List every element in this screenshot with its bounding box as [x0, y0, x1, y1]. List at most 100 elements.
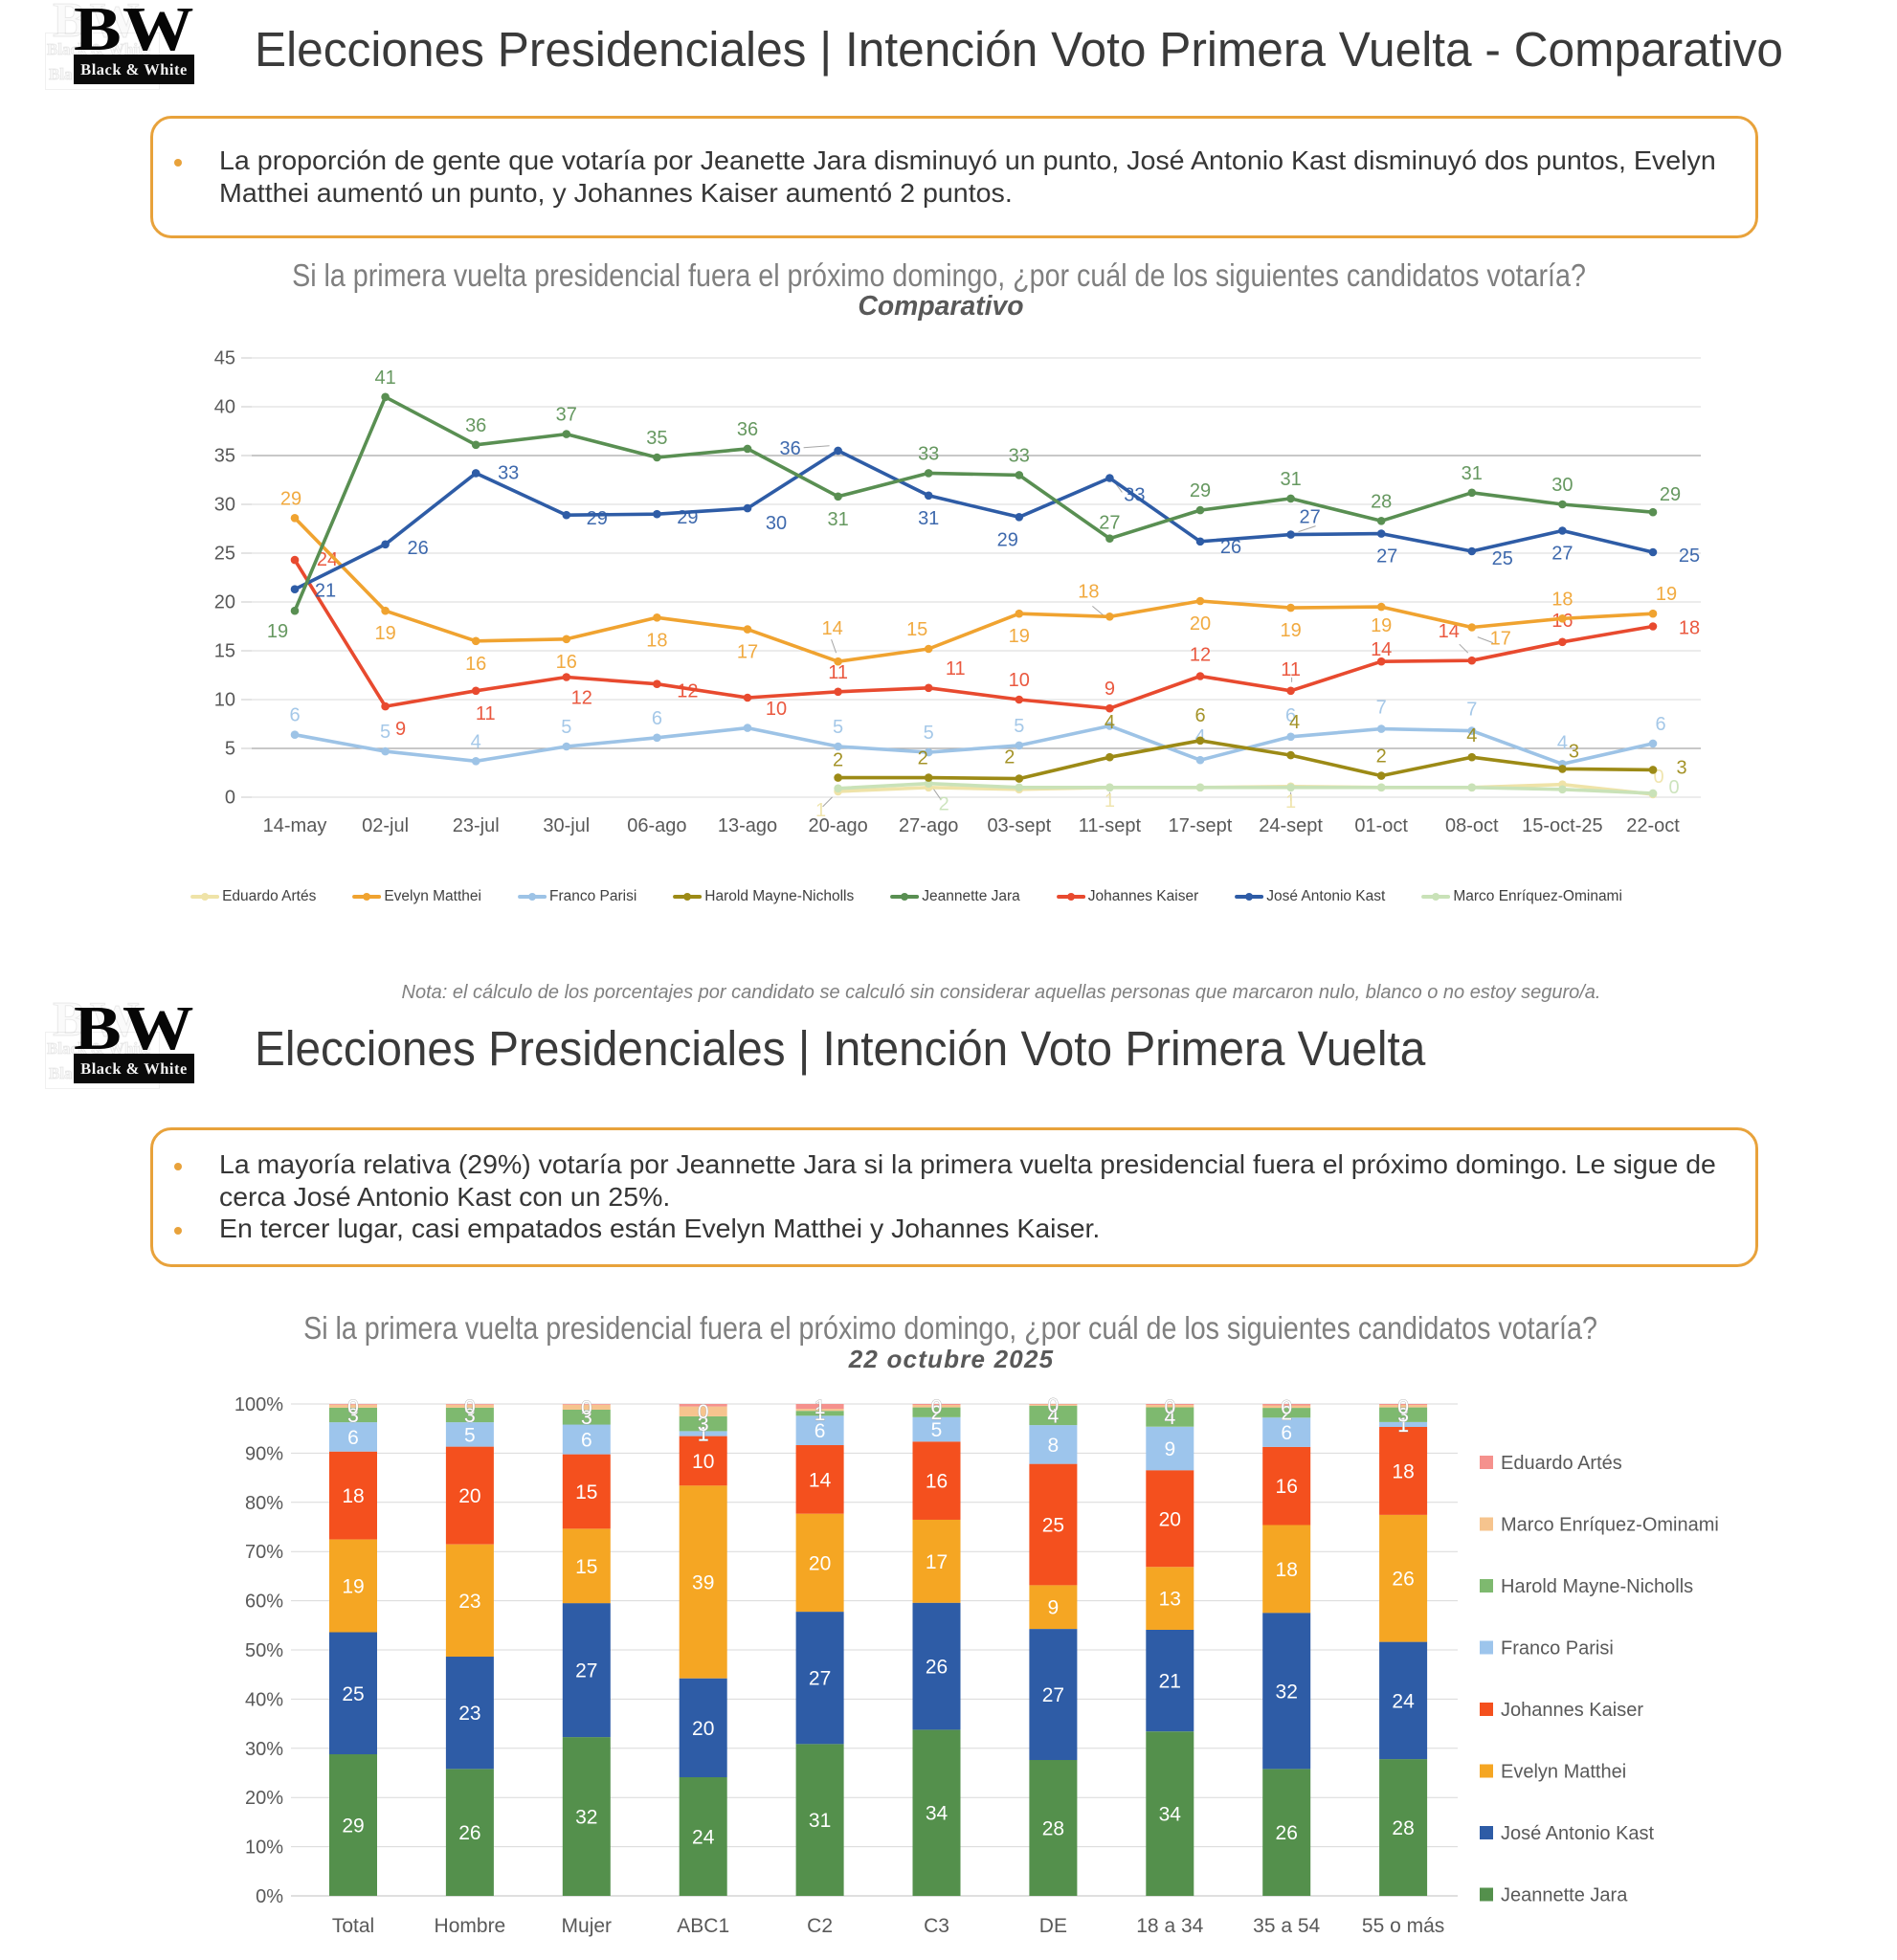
svg-text:31: 31 [1280, 469, 1301, 490]
svg-text:Jeannette Jara: Jeannette Jara [1501, 1885, 1628, 1906]
svg-text:2: 2 [833, 750, 843, 771]
svg-text:6: 6 [289, 705, 300, 726]
svg-text:Hombre: Hombre [435, 1915, 506, 1937]
svg-text:9: 9 [1164, 1438, 1175, 1460]
svg-text:29: 29 [342, 1815, 364, 1838]
svg-text:60%: 60% [245, 1592, 283, 1613]
svg-text:5: 5 [931, 1419, 943, 1441]
svg-text:19: 19 [1656, 584, 1677, 605]
svg-text:26: 26 [458, 1822, 480, 1844]
svg-text:30: 30 [214, 495, 235, 516]
svg-text:31: 31 [1462, 463, 1483, 484]
svg-text:9: 9 [1105, 679, 1115, 700]
svg-text:30: 30 [1551, 475, 1573, 496]
svg-text:C3: C3 [924, 1915, 949, 1937]
svg-text:30: 30 [766, 513, 787, 534]
svg-text:25: 25 [1679, 546, 1700, 567]
svg-text:29: 29 [1660, 484, 1681, 505]
svg-text:33: 33 [1124, 485, 1145, 506]
svg-text:18: 18 [1276, 1559, 1298, 1581]
svg-text:C2: C2 [807, 1915, 833, 1937]
svg-text:1: 1 [815, 1403, 826, 1425]
svg-text:18: 18 [1392, 1460, 1414, 1482]
svg-text:20: 20 [214, 592, 235, 613]
svg-text:0: 0 [1397, 1396, 1409, 1418]
svg-text:6: 6 [1194, 705, 1205, 726]
svg-text:28: 28 [1042, 1818, 1064, 1840]
svg-text:33: 33 [498, 462, 519, 483]
svg-text:1: 1 [1397, 1414, 1409, 1437]
svg-text:1: 1 [698, 1424, 709, 1446]
svg-text:16: 16 [465, 654, 486, 675]
svg-text:0: 0 [698, 1401, 709, 1423]
svg-text:DE: DE [1039, 1915, 1067, 1937]
svg-text:27: 27 [1376, 546, 1397, 568]
svg-text:3: 3 [1569, 741, 1579, 762]
svg-text:27: 27 [1042, 1684, 1064, 1706]
svg-text:3: 3 [1676, 757, 1686, 778]
svg-text:6: 6 [347, 1427, 359, 1449]
svg-text:10: 10 [1009, 670, 1030, 691]
svg-text:3: 3 [1397, 1405, 1409, 1427]
svg-text:33: 33 [918, 443, 939, 464]
svg-text:15: 15 [575, 1481, 597, 1503]
svg-text:40%: 40% [245, 1689, 283, 1710]
svg-text:11-sept: 11-sept [1079, 815, 1142, 836]
svg-text:12: 12 [1190, 645, 1211, 666]
svg-text:2: 2 [931, 1402, 943, 1424]
svg-text:37: 37 [556, 405, 577, 426]
svg-text:17: 17 [926, 1551, 948, 1573]
svg-text:6: 6 [815, 1420, 826, 1442]
svg-text:4: 4 [1105, 712, 1115, 733]
svg-text:22-oct: 22-oct [1626, 815, 1680, 836]
svg-text:7: 7 [1466, 700, 1477, 721]
svg-text:Johannes Kaiser: Johannes Kaiser [1501, 1700, 1643, 1721]
svg-text:ABC1: ABC1 [677, 1915, 729, 1937]
svg-text:18: 18 [1679, 618, 1700, 639]
svg-text:1: 1 [815, 1396, 826, 1418]
svg-text:19: 19 [267, 621, 288, 642]
svg-text:90%: 90% [245, 1443, 283, 1464]
svg-text:15: 15 [575, 1556, 597, 1578]
svg-text:10%: 10% [245, 1838, 283, 1859]
svg-text:12: 12 [677, 681, 698, 702]
svg-text:11: 11 [828, 662, 848, 683]
svg-text:14-may: 14-may [263, 815, 327, 836]
svg-text:31: 31 [918, 508, 939, 529]
svg-text:36: 36 [737, 419, 758, 440]
svg-text:35: 35 [214, 446, 235, 467]
svg-text:3: 3 [347, 1405, 359, 1427]
svg-text:0: 0 [581, 1397, 592, 1419]
svg-text:70%: 70% [245, 1542, 283, 1563]
svg-text:15-oct-25: 15-oct-25 [1522, 815, 1603, 836]
svg-text:5: 5 [464, 1424, 476, 1446]
svg-text:6: 6 [652, 708, 662, 729]
svg-text:20: 20 [809, 1552, 831, 1574]
svg-text:29: 29 [677, 507, 698, 528]
svg-text:13-ago: 13-ago [718, 815, 777, 836]
svg-text:08-oct: 08-oct [1445, 815, 1499, 836]
svg-text:10: 10 [692, 1451, 714, 1473]
svg-text:0: 0 [225, 788, 235, 809]
svg-text:15: 15 [214, 641, 235, 662]
svg-text:3: 3 [698, 1414, 709, 1436]
svg-text:20-ago: 20-ago [808, 815, 867, 836]
svg-text:27: 27 [575, 1660, 597, 1682]
svg-text:10: 10 [766, 699, 787, 720]
svg-text:23: 23 [458, 1591, 480, 1613]
svg-text:6: 6 [1655, 714, 1665, 735]
svg-text:14: 14 [821, 618, 842, 639]
svg-text:36: 36 [465, 415, 486, 436]
svg-text:5: 5 [924, 723, 934, 744]
svg-text:Marco Enríquez-Ominami: Marco Enríquez-Ominami [1501, 1515, 1719, 1536]
svg-text:27: 27 [1551, 544, 1573, 565]
svg-text:15: 15 [906, 619, 927, 640]
svg-text:25: 25 [342, 1683, 364, 1705]
svg-text:Mujer: Mujer [562, 1915, 613, 1937]
svg-text:23: 23 [458, 1703, 480, 1725]
svg-text:14: 14 [1439, 621, 1460, 642]
svg-text:29: 29 [1190, 480, 1211, 501]
svg-text:19: 19 [374, 623, 395, 644]
svg-text:6: 6 [581, 1430, 592, 1452]
svg-text:5: 5 [225, 739, 235, 760]
